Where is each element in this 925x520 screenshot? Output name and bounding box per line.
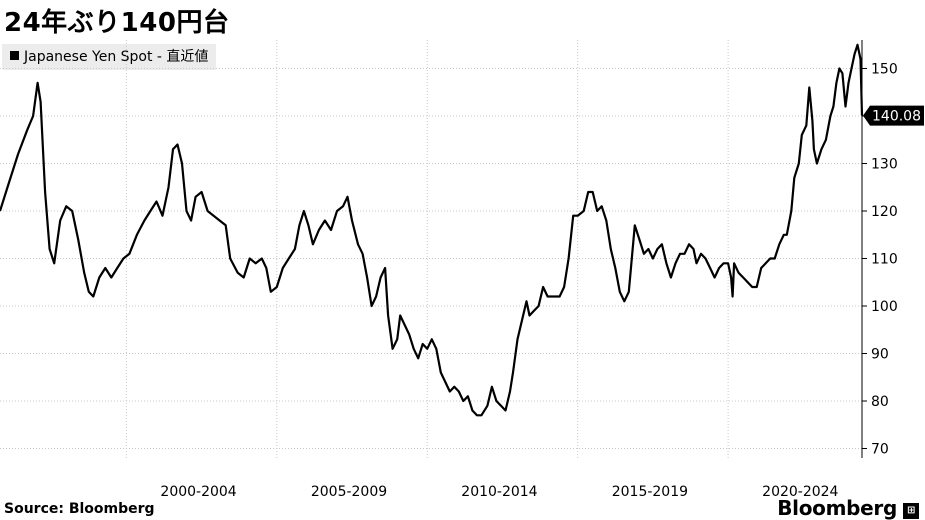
y-tick-label: 130: [871, 157, 898, 173]
y-tick-label: 90: [871, 347, 889, 363]
last-value-label: 140.08: [872, 109, 921, 125]
legend-swatch: [10, 51, 19, 60]
legend: Japanese Yen Spot - 直近値: [2, 44, 217, 70]
y-tick-label: 80: [871, 394, 889, 410]
chart-title: 24年ぶり140円台: [4, 8, 230, 38]
x-axis: 2000-2004 2005-2009 2010-2014 2015-2019 2020…: [160, 484, 838, 500]
gridlines: [0, 40, 862, 458]
x-tick-label: 2015-2019: [612, 484, 688, 500]
y-tick-label: 70: [871, 442, 889, 458]
y-tick-label: 120: [871, 204, 898, 220]
x-tick-label: 2010-2014: [461, 484, 537, 500]
plot-area: [0, 43, 864, 417]
x-tick-label: 2020-2024: [762, 484, 838, 500]
series-line: [0, 43, 864, 417]
last-value-marker: 140.08: [863, 105, 924, 126]
last-value-box: [863, 105, 924, 126]
y-tick-label: 110: [871, 252, 898, 268]
x-tick-label: 2005-2009: [311, 484, 387, 500]
brand-name: Bloomberg: [777, 496, 897, 520]
y-tick-label: 150: [871, 62, 898, 78]
legend-label: Japanese Yen Spot - 直近値: [24, 49, 209, 65]
source-note: Source: Bloomberg: [4, 501, 155, 517]
terminal-icon: ⊞: [903, 503, 919, 519]
brand-logo: Bloomberg ⊞: [777, 496, 919, 520]
y-tick-label: 100: [871, 299, 898, 315]
x-tick-label: 2000-2004: [160, 484, 236, 500]
y-axis: 708090100110120130140150: [861, 40, 898, 458]
